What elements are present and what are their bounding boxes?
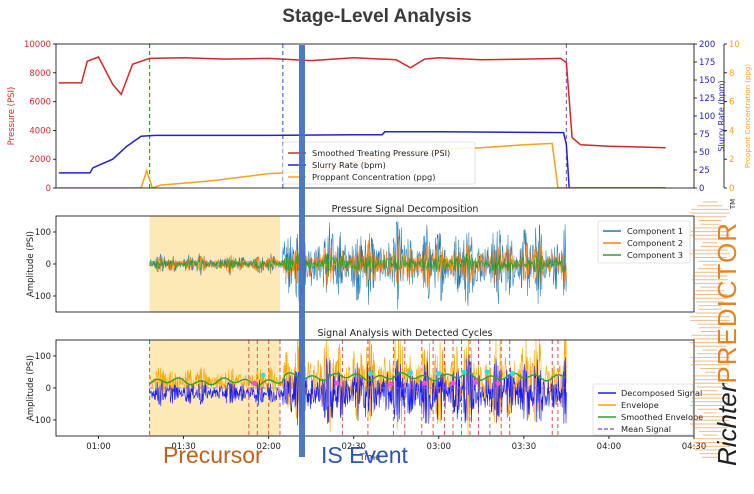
p3-ytick-label-0: -100 [32,416,51,426]
p1-ytick-r1-label-0: 0 [699,184,704,194]
p2-ytick-label-2: 100 [35,228,51,238]
cycle-marker-5 [407,370,414,376]
cycle-marker-8 [450,380,456,386]
p1-ytick-r1-label-4: 100 [699,112,715,122]
p1-ytick-r1-label-2: 50 [699,148,710,158]
cycle-marker-0 [251,380,258,386]
smoothed-envelope-line [149,371,567,387]
brand-tm: TM [729,198,738,210]
p3-xtick-label-3: 02:30 [341,442,366,452]
p3-legend-label-2: Smoothed Envelope [621,412,703,422]
p1-ytick-r1-label-6: 150 [699,76,715,86]
p2-legend-label-2: Component 3 [627,250,683,260]
brand-waveform [690,201,730,458]
is-event-caption: IS Event [321,442,408,468]
cycle-marker-4 [387,381,394,387]
p1-legend-label-1: Slurry Rate (bpm) [312,160,386,170]
p1-ylabel-left: Pressure (PSI) [7,87,17,146]
component-line-1 [149,237,567,289]
p3-ylabel: Amplitude (PSI) [26,355,36,421]
p1-ytick-r2-label-0: 0 [729,184,734,194]
component-line-2 [149,252,567,276]
p3-title: Signal Analysis with Detected Cycles [317,328,492,339]
cycle-marker-12 [495,380,501,386]
p1-ytick-left-label-0: 0 [46,184,51,194]
p1-ylabel-right2: Proppant Concentration (ppg) [744,64,752,168]
p3-xtick-label-1: 01:30 [171,442,196,452]
cycle-marker-2 [334,380,340,386]
cycle-marker-10 [473,379,479,385]
cycle-marker-9 [461,369,467,375]
cycle-marker-13 [509,371,516,377]
p2-title: Pressure Signal Decomposition [332,204,479,215]
p3-xlabel: Time [359,453,381,463]
p2-ylabel: Amplitude (PSI) [26,231,36,297]
brand-logo: RichterPREDICTOR [712,222,743,466]
p3-xtick-label-5: 03:30 [512,442,537,452]
p3-xtick-label-7: 04:30 [682,442,707,452]
p1-ytick-r2-label-3: 6 [729,98,734,108]
p2-ytick-label-0: -100 [32,292,51,302]
p1-ytick-r1-label-7: 175 [699,58,715,68]
p1-legend-label-0: Smoothed Treating Pressure (PSI) [312,148,450,158]
p3-xtick-label-6: 04:00 [597,442,622,452]
p1-ytick-r1-label-3: 75 [699,130,710,140]
p1-ytick-r1-label-1: 25 [699,166,710,176]
p1-ytick-r1-label-5: 125 [699,94,715,104]
series-line-0 [58,56,666,149]
p1-legend: Smoothed Treating Pressure (PSI) Slurry R… [282,141,476,185]
p3-ytick-label-1: 0 [46,384,51,394]
brand-part2: PREDICTOR [712,221,742,384]
p1-ytick-r2-label-4: 8 [729,69,734,79]
p3-legend: Decomposed Signal Envelope Smoothed Envelo… [592,383,703,436]
p1-legend-label-2: Proppant Concentration (ppg) [312,172,436,182]
p3-legend-label-3: Mean Signal [621,424,671,434]
p3-legend-box [592,383,694,436]
cycle-marker-7 [436,371,442,377]
p1-ytick-left-label-3: 6000 [29,98,51,108]
cycle-marker-11 [484,369,490,375]
cycle-marker-6 [422,380,428,386]
p3-legend-label-1: Envelope [621,400,659,410]
page-title: Stage-Level Analysis [282,6,472,27]
p1-legend-box [282,141,476,185]
p2-legend: Component 1 Component 2 Component 3 [597,220,691,264]
p1-ytick-r2-label-1: 2 [729,155,734,165]
brand-part1: Richter [712,383,742,466]
series-line-1 [58,131,666,188]
p3-ytick-label-2: 100 [35,352,51,362]
p1-ytick-left-label-2: 4000 [29,126,51,136]
p3-xtick-label-2: 02:00 [256,442,281,452]
p2-legend-label-1: Component 2 [627,238,683,248]
p1-ytick-r1-label-8: 200 [699,40,715,50]
p3-xtick-label-4: 03:00 [427,442,452,452]
cycle-marker-3 [368,371,374,377]
p1-ytick-left-label-1: 2000 [29,155,51,165]
p1-ytick-r2-label-5: 10 [729,40,740,50]
decomposed-signal-line [149,354,567,426]
p1-ytick-left-label-5: 10000 [24,40,51,50]
is-event-bar [299,45,305,457]
p1-ylabel-right1: Slurry Rate (bpm) [717,80,726,151]
p3-xtick-label-0: 01:00 [86,442,111,452]
p1-ytick-left-label-4: 8000 [29,69,51,79]
precursor-caption: Precursor [163,442,263,468]
p2-ytick-label-1: 0 [46,260,51,270]
p2-legend-label-0: Component 1 [627,226,683,236]
p1-ytick-r2-label-2: 4 [729,126,734,136]
p3-legend-label-0: Decomposed Signal [621,388,702,398]
cycle-marker-1 [260,372,266,378]
